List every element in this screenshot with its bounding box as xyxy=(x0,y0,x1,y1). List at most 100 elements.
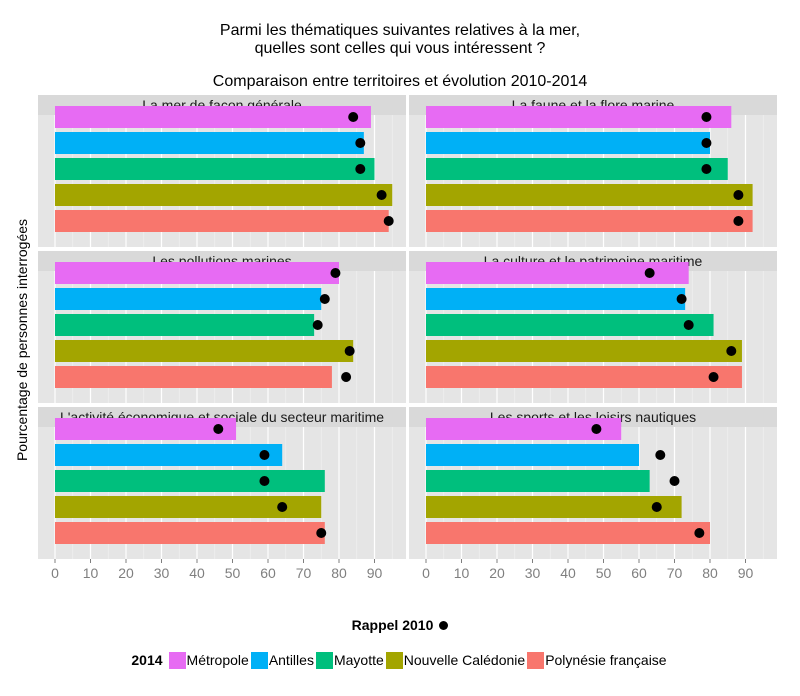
bar-2014 xyxy=(426,158,728,180)
legend-swatch xyxy=(168,651,186,669)
point-2010 xyxy=(591,424,602,434)
bar-2014 xyxy=(426,184,753,206)
bar-2014 xyxy=(426,132,710,154)
legend-item-label: Antilles xyxy=(268,652,314,668)
point-2010 xyxy=(259,450,270,460)
point-2010 xyxy=(733,216,744,226)
point-2010 xyxy=(655,450,666,460)
bar-2014 xyxy=(55,470,325,492)
legend-item-polynesie: Polynésie française xyxy=(527,651,667,669)
bar-2014 xyxy=(55,210,389,232)
point-2010 xyxy=(701,112,712,122)
bar-2014 xyxy=(426,418,622,440)
bar-2014 xyxy=(55,444,283,466)
x-tick-label: 10 xyxy=(454,565,470,581)
point-2010 xyxy=(330,268,341,278)
bar-2014 xyxy=(426,210,753,232)
point-2010 xyxy=(348,112,359,122)
bar-2014 xyxy=(426,340,742,362)
bar-2014 xyxy=(55,340,354,362)
bar-2014 xyxy=(55,366,332,388)
bar-2014 xyxy=(55,184,393,206)
legend-swatch xyxy=(315,651,333,669)
x-tick-label: 80 xyxy=(331,565,347,581)
x-tick-label: 30 xyxy=(525,565,541,581)
x-tick-label: 50 xyxy=(225,565,241,581)
x-tick-label: 50 xyxy=(596,565,612,581)
chart-subtitle: Comparaison entre territoires et évoluti… xyxy=(212,73,588,90)
point-2010 xyxy=(355,138,366,148)
legend-item-antilles: Antilles xyxy=(250,651,314,669)
bar-2014 xyxy=(426,470,650,492)
x-tick-label: 20 xyxy=(489,565,505,581)
bar-2014 xyxy=(55,132,364,154)
legend-2014-title: 2014 xyxy=(131,652,163,668)
point-2010 xyxy=(733,190,744,200)
bar-2014 xyxy=(55,418,237,440)
legend-item-nouvelle-caledonie: Nouvelle Calédonie xyxy=(385,651,526,669)
point-2010 xyxy=(669,476,680,486)
point-2010 xyxy=(213,424,224,434)
point-2010 xyxy=(319,294,330,304)
bar-2014 xyxy=(426,314,714,336)
bar-2014 xyxy=(426,522,710,544)
bar-2014 xyxy=(55,288,322,310)
point-2010 xyxy=(355,164,366,174)
x-tick-label: 0 xyxy=(51,565,59,581)
x-tick-label: 10 xyxy=(83,565,99,581)
bar-2014 xyxy=(55,158,375,180)
point-2010 xyxy=(344,346,355,356)
legend-rappel-label: Rappel 2010 xyxy=(351,617,434,633)
x-tick-label: 60 xyxy=(631,565,647,581)
bar-2014 xyxy=(55,106,371,128)
bar-2014 xyxy=(426,444,639,466)
x-tick-label: 90 xyxy=(738,565,754,581)
point-2010 xyxy=(341,372,352,382)
legend-item-metropole: Métropole xyxy=(168,651,249,669)
x-tick-label: 40 xyxy=(560,565,576,581)
point-2010 xyxy=(683,320,694,330)
bar-2014 xyxy=(55,314,315,336)
legend-2014: 2014 Métropole Antilles Mayotte Nouvelle… xyxy=(0,648,800,672)
bar-2014 xyxy=(426,262,689,284)
x-tick-label: 20 xyxy=(118,565,134,581)
point-2010 xyxy=(644,268,655,278)
x-tick-label: 0 xyxy=(422,565,430,581)
legend-swatch xyxy=(385,651,403,669)
chart-title-line-1: Parmi les thématiques suivantes relative… xyxy=(219,22,581,39)
legend-item-label: Métropole xyxy=(186,652,249,668)
point-2010 xyxy=(383,216,394,226)
x-tick-label: 30 xyxy=(154,565,170,581)
point-2010 xyxy=(701,138,712,148)
point-2010 xyxy=(676,294,687,304)
legend-swatch xyxy=(250,651,268,669)
bar-2014 xyxy=(426,106,732,128)
legend-item-label: Mayotte xyxy=(333,652,384,668)
point-2010 xyxy=(708,372,719,382)
x-tick-label: 90 xyxy=(367,565,383,581)
legend-rappel: Rappel 2010 xyxy=(0,614,800,636)
bar-2014 xyxy=(426,496,682,518)
x-tick-label: 70 xyxy=(667,565,683,581)
point-2010 xyxy=(316,528,327,538)
legend-item-mayotte: Mayotte xyxy=(315,651,384,669)
bar-2014 xyxy=(55,522,325,544)
point-2010 xyxy=(651,502,662,512)
chart-title-line-2: quelles sont celles qui vous intéressent… xyxy=(254,40,546,57)
x-tick-label: 80 xyxy=(702,565,718,581)
legend-rappel-dot xyxy=(439,620,449,630)
point-2010 xyxy=(312,320,323,330)
point-2010 xyxy=(376,190,387,200)
x-tick-label: 70 xyxy=(296,565,312,581)
point-2010 xyxy=(694,528,705,538)
x-tick-label: 40 xyxy=(189,565,205,581)
bar-2014 xyxy=(426,288,686,310)
bar-2014 xyxy=(55,262,339,284)
point-2010 xyxy=(701,164,712,174)
legend-item-label: Nouvelle Calédonie xyxy=(403,652,526,668)
legend-item-label: Polynésie française xyxy=(545,652,667,668)
bar-2014 xyxy=(426,366,742,388)
point-2010 xyxy=(726,346,737,356)
legend-swatch xyxy=(527,651,545,669)
